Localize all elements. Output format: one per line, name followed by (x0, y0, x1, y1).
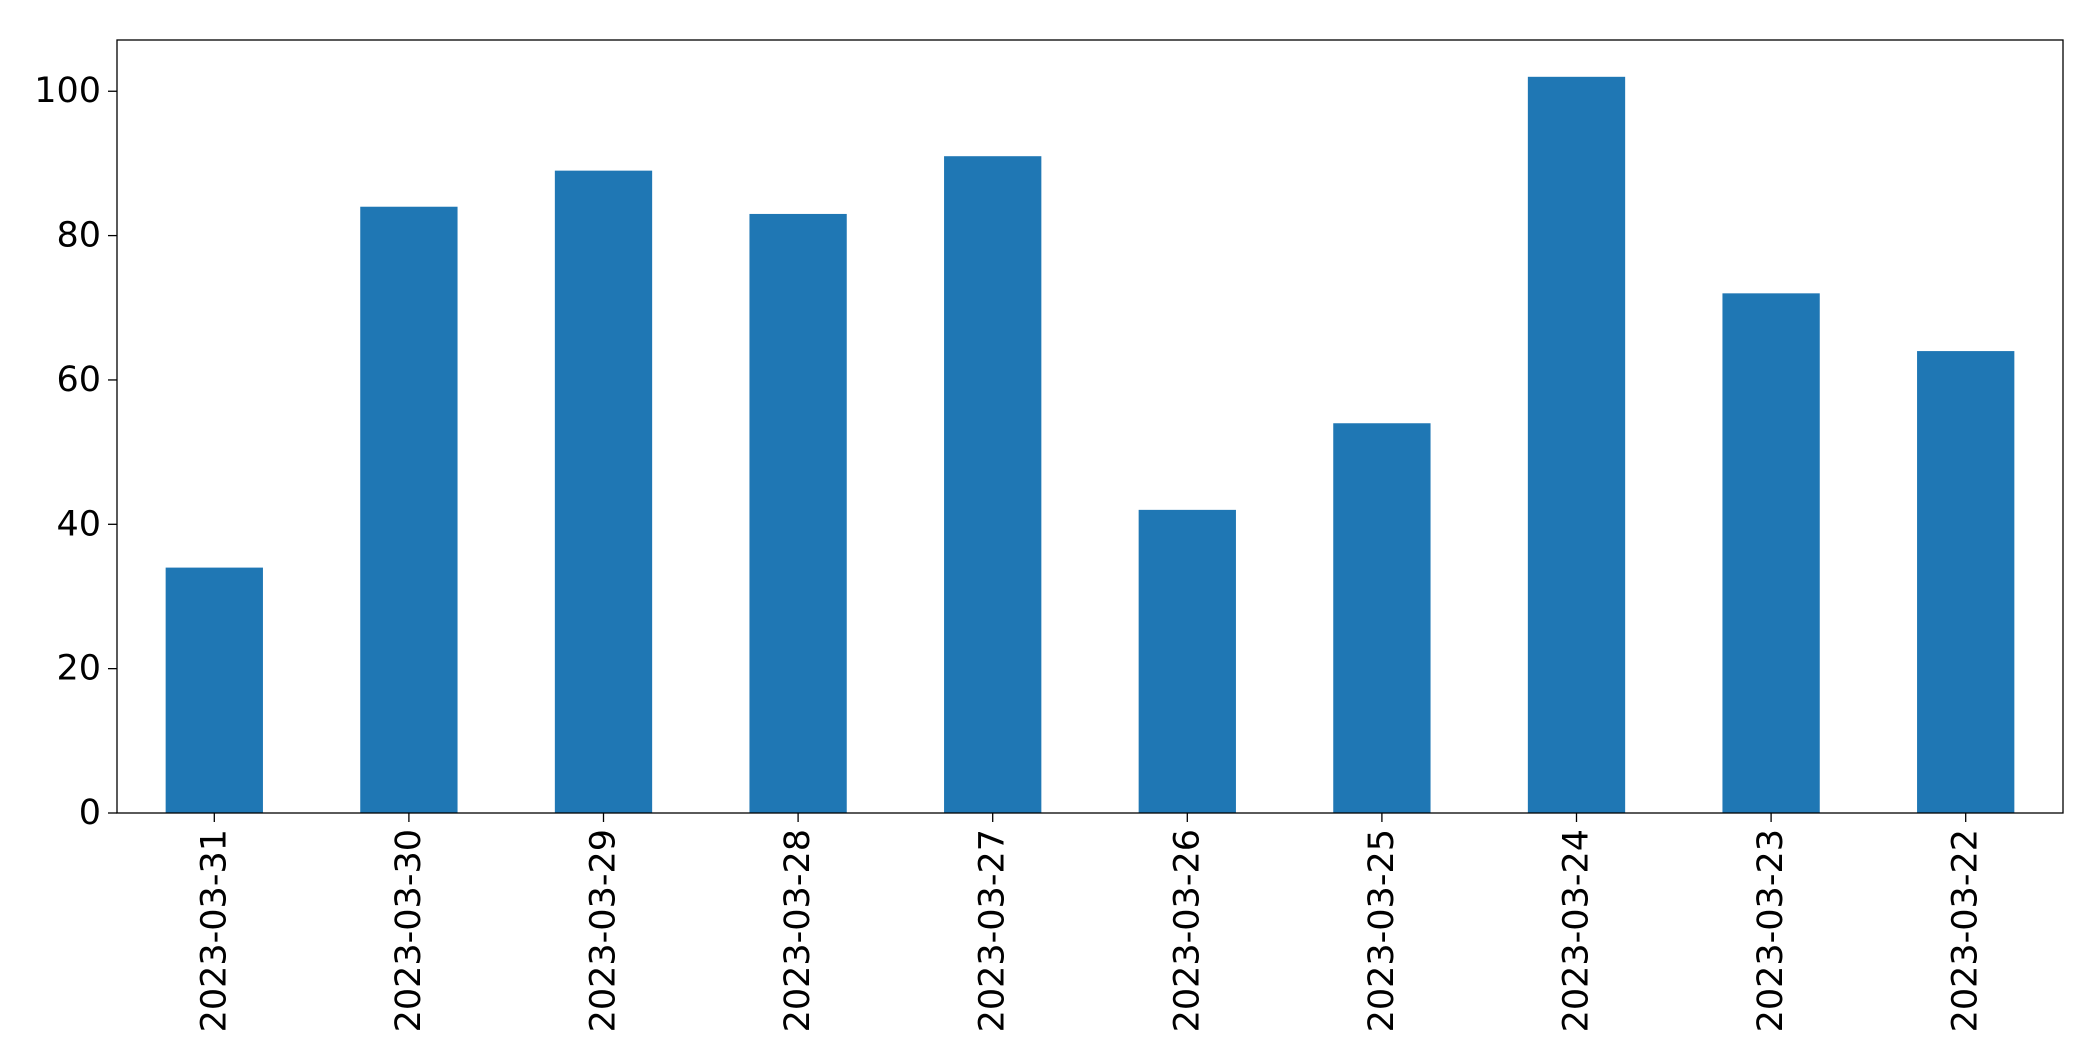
plot-frame (116, 39, 2064, 814)
bar (554, 170, 653, 814)
x-tick-label: 2023-03-30 (389, 829, 429, 1032)
x-tick-label: 2023-03-24 (1557, 829, 1597, 1032)
bar (1138, 509, 1236, 813)
y-tick-label: 40 (56, 504, 101, 544)
y-tick-label: 60 (56, 360, 101, 400)
x-tick-label: 2023-03-28 (778, 829, 818, 1032)
x-tick-label: 2023-03-31 (194, 829, 234, 1032)
bar (1333, 423, 1431, 813)
bar (1917, 351, 2015, 813)
x-tick-label: 2023-03-25 (1362, 829, 1402, 1032)
y-tick-label: 20 (56, 649, 101, 689)
x-tick-label: 2023-03-26 (1167, 829, 1207, 1032)
x-tick-label: 2023-03-22 (1946, 829, 1986, 1032)
bar (1722, 293, 1820, 813)
y-tick-label: 100 (34, 71, 101, 111)
y-tick-label: 80 (56, 216, 101, 256)
bar (944, 156, 1042, 813)
bar (749, 213, 847, 813)
bar (1527, 76, 1626, 814)
bar (165, 567, 263, 813)
x-tick-label: 2023-03-29 (584, 829, 624, 1032)
x-tick-label: 2023-03-23 (1751, 829, 1791, 1032)
bar (360, 206, 458, 814)
x-tick-label: 2023-03-27 (973, 829, 1013, 1032)
y-tick-label: 0 (79, 793, 101, 833)
